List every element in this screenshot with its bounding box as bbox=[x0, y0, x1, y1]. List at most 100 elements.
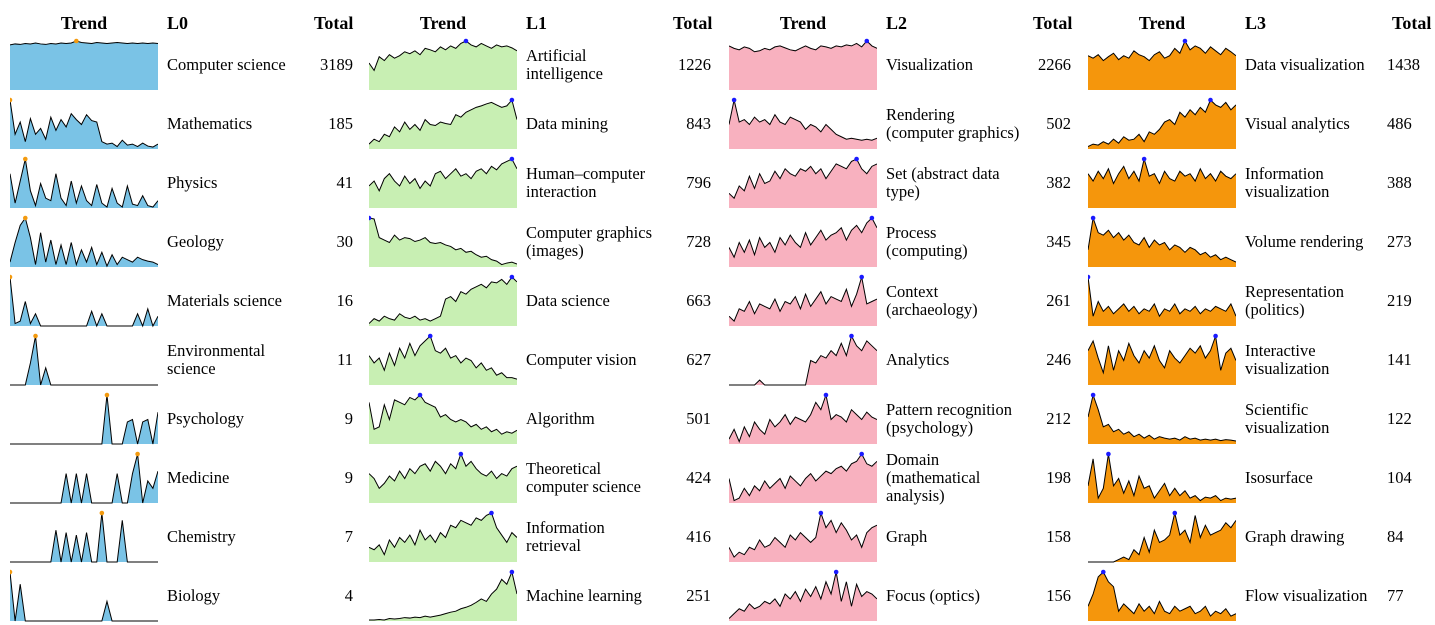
peak-marker bbox=[489, 510, 494, 516]
peak-marker bbox=[509, 97, 515, 103]
header-level: L0 bbox=[167, 13, 189, 33]
trend-sparkline bbox=[729, 451, 877, 503]
peak-marker bbox=[135, 451, 140, 457]
row-total: 4 bbox=[344, 585, 353, 605]
peak-marker bbox=[1141, 156, 1147, 162]
peak-marker bbox=[859, 451, 864, 457]
row-label: Chemistry bbox=[167, 526, 236, 546]
row-total: 212 bbox=[1046, 408, 1071, 428]
row-label: Information visualization bbox=[1245, 163, 1330, 201]
trend-sparkline bbox=[10, 215, 158, 268]
trend-sparkline bbox=[369, 333, 517, 385]
peak-marker bbox=[10, 274, 13, 280]
trend-sparkline bbox=[1088, 97, 1236, 149]
row-label: Pattern recognition (psychology) bbox=[886, 399, 1013, 437]
table-row: Analytics 246 bbox=[729, 330, 1089, 389]
trend-sparkline bbox=[729, 38, 877, 90]
trend-area bbox=[1088, 454, 1236, 503]
peak-marker bbox=[23, 215, 28, 221]
peak-marker bbox=[427, 333, 433, 339]
trend-line bbox=[369, 40, 517, 72]
row-label: Artificial intelligence bbox=[526, 45, 603, 83]
row-total: 3189 bbox=[320, 54, 353, 74]
row-label: Rendering (computer graphics) bbox=[886, 104, 1020, 142]
trend-sparkline bbox=[729, 333, 877, 386]
table-row: Theoretical computer science 424 bbox=[369, 448, 729, 507]
row-total: 1226 bbox=[678, 54, 711, 74]
trend-line bbox=[729, 40, 877, 53]
trend-line bbox=[369, 512, 517, 556]
trend-sparkline bbox=[369, 156, 517, 208]
table-row: Physics 41 bbox=[10, 153, 370, 212]
trend-area bbox=[10, 572, 158, 621]
trend-sparkline bbox=[729, 274, 877, 326]
trend-table-l1: Trend L1 Total Artificial intelligence 1226 D… bbox=[369, 0, 729, 623]
row-total: 2266 bbox=[1038, 54, 1071, 74]
trend-area bbox=[1088, 159, 1236, 208]
trend-sparkline bbox=[369, 97, 517, 149]
peak-marker bbox=[33, 333, 38, 339]
trend-sparkline bbox=[729, 97, 877, 149]
trend-sparkline bbox=[369, 510, 517, 562]
trend-area bbox=[729, 159, 877, 208]
peak-marker bbox=[104, 392, 110, 398]
table-row: Computer graphics (images) 728 bbox=[369, 212, 729, 271]
trend-area bbox=[729, 41, 877, 90]
table-row: Machine learning 251 bbox=[369, 566, 729, 625]
trend-area bbox=[10, 336, 158, 385]
row-label: Representation (politics) bbox=[1245, 281, 1344, 319]
peak-marker bbox=[731, 97, 737, 103]
header-total: Total bbox=[1392, 13, 1432, 33]
trend-sparkline bbox=[10, 333, 158, 386]
trend-sparkline bbox=[1088, 274, 1236, 326]
trend-sparkline bbox=[369, 569, 517, 621]
row-total: 141 bbox=[1387, 349, 1412, 369]
table-row: Graph 158 bbox=[729, 507, 1089, 566]
row-total: 1438 bbox=[1387, 54, 1420, 74]
row-label: Computer graphics (images) bbox=[526, 222, 653, 260]
row-label: Environmental science bbox=[167, 340, 266, 378]
peak-marker bbox=[10, 97, 13, 103]
table-row: Information visualization 388 bbox=[1088, 153, 1435, 212]
peak-marker bbox=[1213, 333, 1218, 339]
row-total: 30 bbox=[336, 231, 354, 251]
trend-area bbox=[1088, 277, 1236, 326]
trend-sparkline bbox=[1088, 569, 1236, 621]
row-total: 9 bbox=[344, 408, 353, 428]
trend-line bbox=[10, 571, 158, 622]
trend-area bbox=[369, 100, 517, 149]
trend-area bbox=[369, 336, 517, 385]
header-level: L3 bbox=[1245, 13, 1267, 33]
trend-sparkline bbox=[1088, 451, 1236, 503]
row-total: 501 bbox=[686, 408, 711, 428]
row-total: 273 bbox=[1387, 231, 1412, 251]
peak-marker bbox=[1172, 510, 1178, 516]
trend-line bbox=[729, 453, 877, 502]
trend-area bbox=[729, 454, 877, 503]
row-label: Computer vision bbox=[526, 349, 637, 369]
trend-line bbox=[369, 570, 517, 621]
row-label: Interactive visualization bbox=[1245, 340, 1330, 378]
trend-area bbox=[369, 277, 517, 326]
peak-marker bbox=[74, 38, 79, 44]
row-label: Computer science bbox=[167, 54, 286, 74]
header-trend: Trend bbox=[1138, 13, 1186, 33]
trend-line bbox=[10, 394, 158, 445]
trend-sparkline bbox=[10, 392, 158, 445]
trend-sparkline bbox=[369, 274, 517, 326]
trend-area bbox=[369, 41, 517, 90]
trend-area bbox=[1088, 336, 1236, 385]
trend-area bbox=[10, 100, 158, 149]
trend-area bbox=[1088, 572, 1236, 621]
trend-line bbox=[369, 98, 517, 145]
trend-line bbox=[10, 40, 158, 46]
trend-line bbox=[369, 217, 517, 266]
row-label: Physics bbox=[167, 172, 218, 192]
trend-sparkline bbox=[1088, 510, 1236, 563]
table-row: Interactive visualization 141 bbox=[1088, 330, 1435, 389]
trend-area bbox=[729, 513, 877, 562]
trend-line bbox=[1088, 453, 1236, 502]
table-row: Medicine 9 bbox=[10, 448, 370, 507]
trend-area bbox=[729, 336, 877, 385]
row-label: Algorithm bbox=[526, 408, 595, 428]
